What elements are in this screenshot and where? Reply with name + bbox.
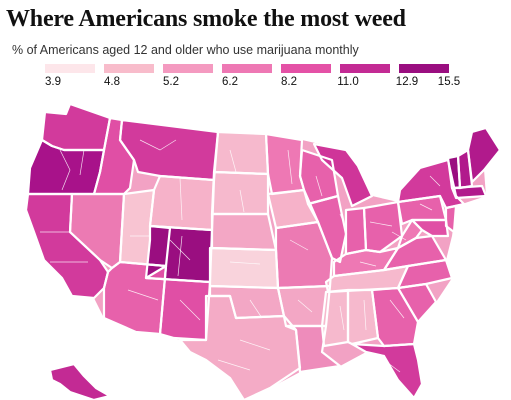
state-tennessee — [326, 266, 408, 292]
substate-region-border — [359, 261, 377, 267]
state-oregon — [28, 140, 104, 194]
state-alabama — [348, 290, 378, 344]
state-south-dakota — [212, 172, 268, 214]
state-border — [444, 204, 458, 234]
state-border — [466, 126, 502, 184]
state-border — [312, 142, 374, 208]
substate-region-border — [239, 339, 271, 351]
state-north-dakota — [214, 132, 268, 174]
state-border — [396, 258, 454, 290]
state-maryland — [412, 220, 448, 236]
substate-region-border — [289, 239, 309, 251]
us-map-svg — [24, 102, 502, 400]
state-border — [346, 288, 380, 346]
state-nevada — [70, 194, 124, 268]
state-illinois — [308, 196, 346, 262]
substate-region-border — [389, 299, 405, 319]
state-missouri — [276, 222, 332, 288]
substate-region-border — [391, 231, 407, 241]
state-pennsylvania — [398, 196, 446, 224]
substate-region-border — [229, 149, 237, 173]
legend-swatch — [163, 64, 213, 73]
state-new-york — [398, 160, 464, 208]
state-oklahoma — [210, 286, 284, 318]
state-wyoming — [150, 176, 214, 230]
substate-region-border — [239, 189, 245, 213]
state-nebraska — [212, 214, 276, 250]
substate-region-border — [363, 299, 367, 331]
legend-tick-label: 3.9 — [45, 76, 61, 88]
state-border — [396, 158, 466, 210]
state-border — [410, 218, 450, 238]
substate-region-border — [169, 239, 191, 261]
state-indiana — [346, 208, 366, 254]
legend-tick-label: 5.2 — [163, 76, 179, 88]
substate-region-border — [429, 175, 441, 187]
state-border — [320, 288, 350, 348]
state-texas — [180, 296, 300, 400]
state-arizona — [104, 262, 166, 334]
substate-region-border — [179, 177, 183, 221]
legend-swatch — [222, 64, 272, 73]
state-montana — [120, 120, 218, 180]
substate-region-border — [369, 221, 393, 227]
substate-region-border — [339, 305, 345, 331]
state-california — [26, 194, 108, 298]
legend-tick-label: 6.2 — [222, 76, 238, 88]
chart-subtitle: % of Americans aged 12 and older who use… — [12, 43, 359, 57]
state-alaska — [50, 364, 110, 400]
legend-tick-label: 4.8 — [104, 76, 120, 88]
state-border — [350, 342, 424, 400]
color-legend: 3.9 4.8 5.2 6.2 8.2 11.0 12.9 15.5 — [45, 64, 460, 90]
state-border — [48, 362, 112, 400]
substate-region-border — [79, 149, 85, 176]
legend-swatch — [281, 64, 331, 73]
state-border — [362, 200, 404, 254]
state-border — [284, 324, 342, 374]
substate-region-border — [229, 261, 261, 265]
chart-title: Where Americans smoke the most weed — [6, 6, 406, 32]
substate-region-border — [249, 299, 263, 319]
state-west-virginia — [398, 220, 422, 248]
substate-region-border — [177, 235, 183, 277]
substate-region-border — [139, 139, 177, 151]
legend-swatch — [104, 64, 154, 73]
state-arkansas — [278, 286, 330, 326]
state-iowa — [268, 190, 318, 228]
substate-region-border — [217, 359, 251, 371]
state-border — [178, 294, 302, 400]
state-idaho — [94, 118, 134, 194]
state-border — [306, 194, 348, 264]
legend-swatch — [340, 64, 390, 73]
substate-region-border — [315, 175, 323, 197]
state-border — [450, 184, 488, 200]
substate-region-border — [179, 299, 201, 321]
substate-region-border — [287, 149, 293, 185]
substate-region-border — [59, 149, 71, 191]
legend-swatch — [399, 64, 449, 73]
legend-tick-label: 8.2 — [281, 76, 297, 88]
substate-region-border — [419, 203, 433, 211]
state-washington — [42, 104, 110, 150]
choropleth-map — [0, 96, 511, 400]
legend-tick-label: 15.5 — [437, 76, 461, 88]
legend-swatch — [45, 64, 95, 73]
state-maine — [468, 128, 500, 182]
state-ohio — [364, 202, 402, 252]
state-kansas — [210, 248, 278, 288]
state-kentucky — [334, 248, 398, 276]
state-florida — [352, 344, 422, 398]
substate-region-border — [127, 289, 159, 301]
legend-tick-label: 12.9 — [395, 76, 419, 88]
state-minnesota — [266, 134, 304, 194]
legend-tick-label: 11.0 — [337, 76, 359, 88]
substate-region-border — [297, 299, 313, 313]
